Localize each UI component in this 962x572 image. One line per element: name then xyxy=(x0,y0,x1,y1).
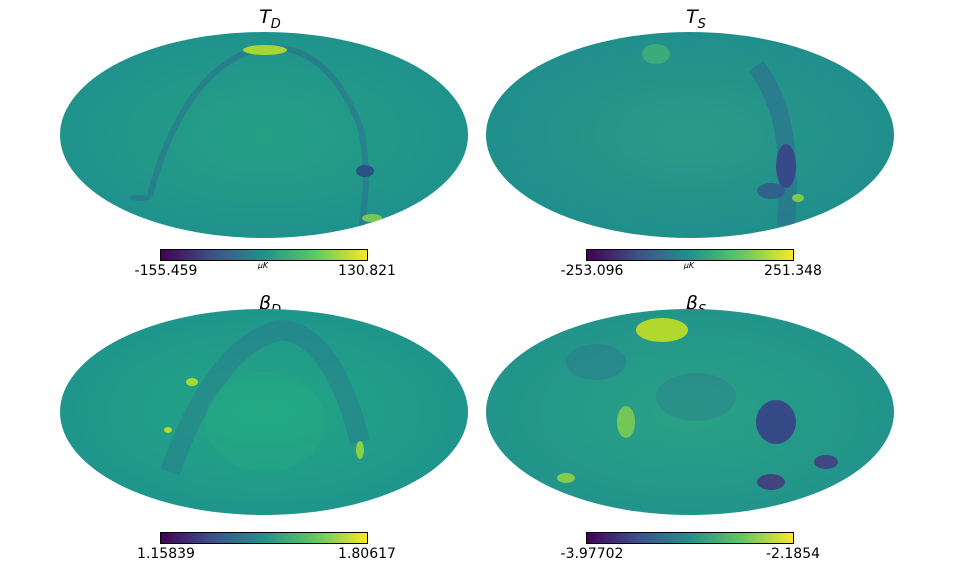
colorbar-min: -3.97702 xyxy=(560,546,624,562)
colorbar-unit: μK xyxy=(683,261,695,270)
colorbar-max: 130.821 xyxy=(338,263,396,279)
colorbar-gradient xyxy=(586,249,794,261)
colorbar-max: 1.80617 xyxy=(338,546,396,562)
panel-title: TD xyxy=(259,6,281,32)
colorbar-max: -2.1854 xyxy=(765,546,821,562)
panel-beta-d: βD 1.15839 1.80617 xyxy=(60,292,480,572)
colorbar-gradient xyxy=(160,532,368,544)
colorbar-gradient xyxy=(160,249,368,261)
panel-beta-s: βS -3.97702 -2.1854 xyxy=(486,292,906,572)
mollweide-map xyxy=(486,32,894,238)
colorbar-max: 251.348 xyxy=(764,263,822,279)
colorbar-min: -155.459 xyxy=(134,263,198,279)
colorbar-unit: μK xyxy=(257,261,269,270)
panel-ts: TS -253.096 μK 251.348 xyxy=(486,6,906,286)
mollweide-map xyxy=(486,309,894,515)
colorbar-min: -253.096 xyxy=(560,263,624,279)
mollweide-map xyxy=(60,32,468,238)
colorbar-gradient xyxy=(586,532,794,544)
panel-td: TD -155.459 μK 130.821 xyxy=(60,6,480,286)
mollweide-map xyxy=(60,309,468,515)
panel-title: TS xyxy=(686,6,706,32)
colorbar-min: 1.15839 xyxy=(137,546,195,562)
